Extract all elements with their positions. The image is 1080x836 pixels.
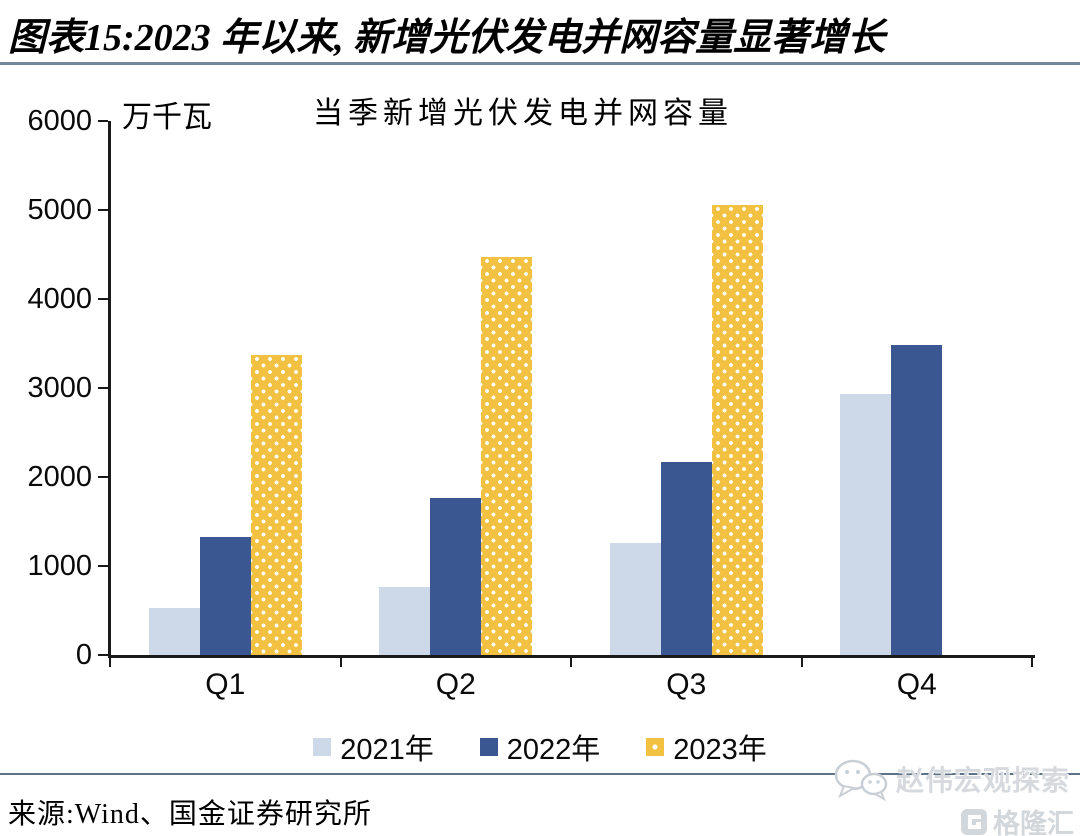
bar-Q3-2021年 — [609, 543, 661, 655]
x-category-label: Q3 — [666, 668, 707, 701]
watermark: 赵伟宏观探索 — [832, 756, 1070, 802]
gelonghui-logo: 格隆汇 — [960, 802, 1074, 836]
figure-title: 图表15:2023 年以来, 新增光伏发电并网容量显著增长 — [8, 17, 886, 59]
x-tick-mark — [800, 658, 803, 667]
gelonghui-g-icon — [961, 808, 987, 835]
bar-Q1-2021年 — [148, 607, 200, 655]
source-note: 来源:Wind、国金证券研究所 — [8, 799, 372, 830]
x-tick-mark — [109, 658, 111, 667]
bar-Q2-2023年 — [481, 256, 533, 655]
y-tick-mark — [98, 209, 108, 211]
gelonghui-logo-text: 格隆汇 — [993, 809, 1074, 836]
bar-Q3-2023年 — [711, 205, 763, 655]
legend-item-2023年: 2023年 — [646, 726, 767, 768]
bar-Q1-2022年 — [199, 537, 251, 655]
chart-title: 当季新增光伏发电并网容量 — [313, 97, 733, 130]
bar-Q2-2021年 — [379, 586, 431, 655]
x-tick-mark — [1031, 658, 1033, 667]
x-category-label: Q4 — [896, 668, 937, 701]
footer-separator — [0, 773, 1080, 775]
legend-swatch-icon — [646, 738, 665, 756]
legend-label: 2021年 — [340, 734, 434, 766]
wechat-bubbles-icon — [834, 759, 888, 802]
y-tick-mark — [98, 476, 108, 478]
y-tick-mark — [98, 565, 108, 567]
legend-label: 2023年 — [673, 734, 767, 766]
legend-item-2021年: 2021年 — [313, 726, 434, 768]
y-tick-label: 3000 — [27, 372, 92, 404]
bar-Q2-2022年 — [430, 497, 482, 655]
bar-Q3-2022年 — [660, 461, 712, 655]
y-tick-label: 5000 — [27, 194, 92, 226]
title-separator — [0, 62, 1080, 65]
y-axis-line — [108, 121, 111, 658]
legend-swatch-icon — [479, 738, 498, 756]
watermark-text: 赵伟宏观探索 — [896, 766, 1071, 797]
bar-Q1-2023年 — [250, 355, 302, 655]
y-tick-label: 1000 — [27, 550, 92, 582]
bar-Q4-2021年 — [840, 394, 892, 655]
y-tick-mark — [98, 387, 108, 389]
y-tick-label: 0 — [75, 639, 92, 671]
legend-item-2022年: 2022年 — [479, 726, 601, 768]
x-tick-mark — [339, 658, 342, 667]
x-category-label: Q1 — [205, 668, 246, 701]
y-tick-label: 2000 — [27, 461, 92, 493]
y-tick-mark — [98, 120, 108, 122]
x-tick-mark — [570, 658, 572, 667]
legend-swatch-icon — [313, 738, 332, 756]
chart-legend: 2021年 2022年 2023年 — [0, 726, 1080, 768]
y-axis-unit-label: 万千瓦 — [122, 101, 212, 134]
y-tick-mark — [98, 298, 108, 300]
legend-label: 2022年 — [506, 734, 601, 766]
y-tick-mark — [98, 654, 108, 656]
y-tick-label: 4000 — [27, 283, 92, 315]
x-axis-line — [108, 655, 1035, 658]
x-category-label: Q2 — [435, 668, 476, 701]
bar-Q4-2022年 — [891, 345, 943, 655]
y-tick-label: 6000 — [27, 105, 92, 137]
